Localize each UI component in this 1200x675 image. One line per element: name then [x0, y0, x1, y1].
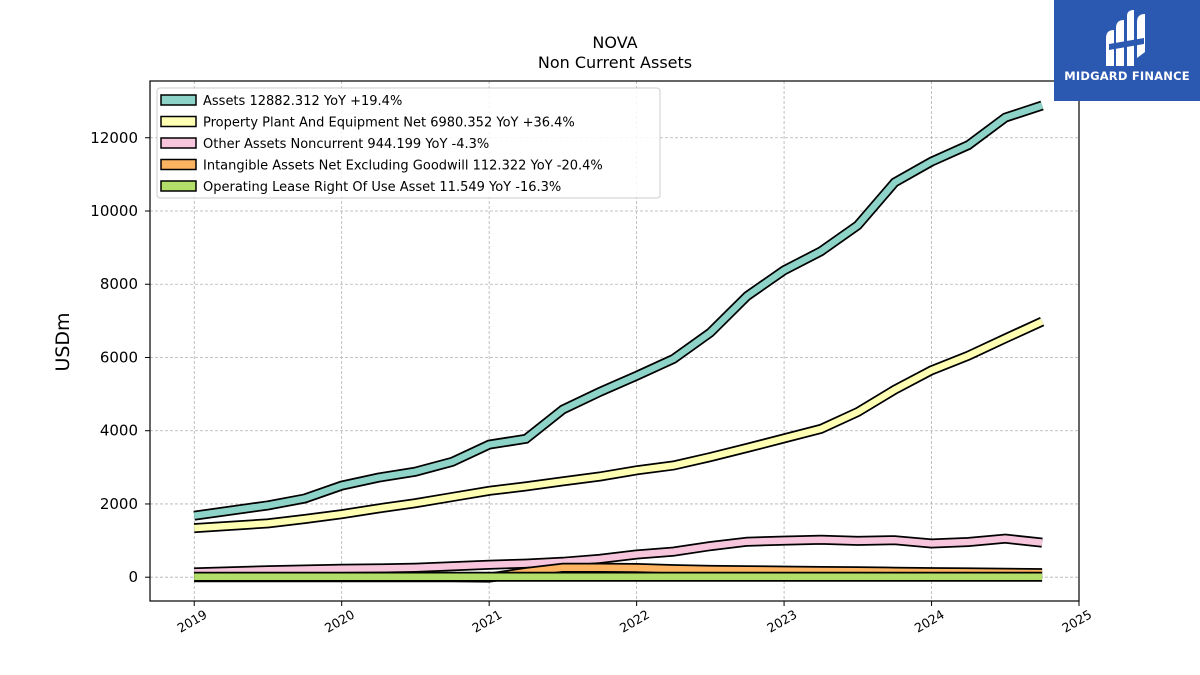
x-tick-label: 2019: [174, 607, 209, 636]
chart-title: NOVA: [592, 33, 637, 52]
series-line: [193, 318, 1044, 532]
y-tick-label: 8000: [100, 275, 138, 293]
y-tick-label: 0: [128, 568, 138, 586]
legend-swatch: [160, 180, 197, 192]
x-axis-ticks: 2019 2020 2021 2022 2023 2024 2025: [174, 601, 1094, 636]
legend-label: Intangible Assets Net Excluding Goodwill…: [203, 159, 603, 174]
x-tick-label: 2024: [912, 607, 947, 636]
legend-label: Assets 12882.312 YoY +19.4%: [203, 94, 402, 109]
x-tick-label: 2020: [322, 607, 357, 636]
x-tick-label: 2022: [617, 607, 652, 636]
midgard-logo-icon: [1106, 10, 1145, 66]
series-line: [194, 535, 1043, 576]
legend-box: [156, 87, 661, 199]
y-tick-label: 12000: [90, 129, 138, 147]
legend-swatch: [160, 115, 197, 128]
legend-swatch: [160, 94, 197, 106]
y-tick-label: 6000: [100, 348, 138, 366]
legend-swatch: [160, 158, 197, 171]
x-tick-label: 2023: [764, 607, 799, 636]
y-tick-label: 10000: [90, 202, 138, 220]
legend-label: Operating Lease Right Of Use Asset 11.54…: [203, 180, 561, 195]
brand-name: MIDGARD FINANCE: [1064, 69, 1190, 83]
x-tick-label: 2021: [469, 607, 504, 636]
y-tick-label: 2000: [100, 495, 138, 513]
plot-frame: [149, 80, 1080, 602]
series-line: [193, 102, 1044, 519]
x-tick-label: 2025: [1059, 607, 1094, 636]
y-axis-label: USDm: [52, 312, 74, 371]
legend-label: Property Plant And Equipment Net 6980.35…: [203, 116, 575, 131]
brand-logo: MIDGARD FINANCE: [1054, 0, 1200, 101]
legend-label: Other Assets Noncurrent 944.199 YoY -4.3…: [203, 137, 489, 152]
chart-subtitle: Non Current Assets: [538, 53, 692, 72]
legend: Assets 12882.312 YoY +19.4% Property Plan…: [156, 87, 661, 199]
y-tick-label: 4000: [100, 422, 138, 440]
series-lines: [193, 100, 1045, 583]
legend-swatch: [160, 137, 197, 149]
y-axis-ticks: 0 2000 4000 6000 8000 10000 12000: [90, 129, 150, 586]
